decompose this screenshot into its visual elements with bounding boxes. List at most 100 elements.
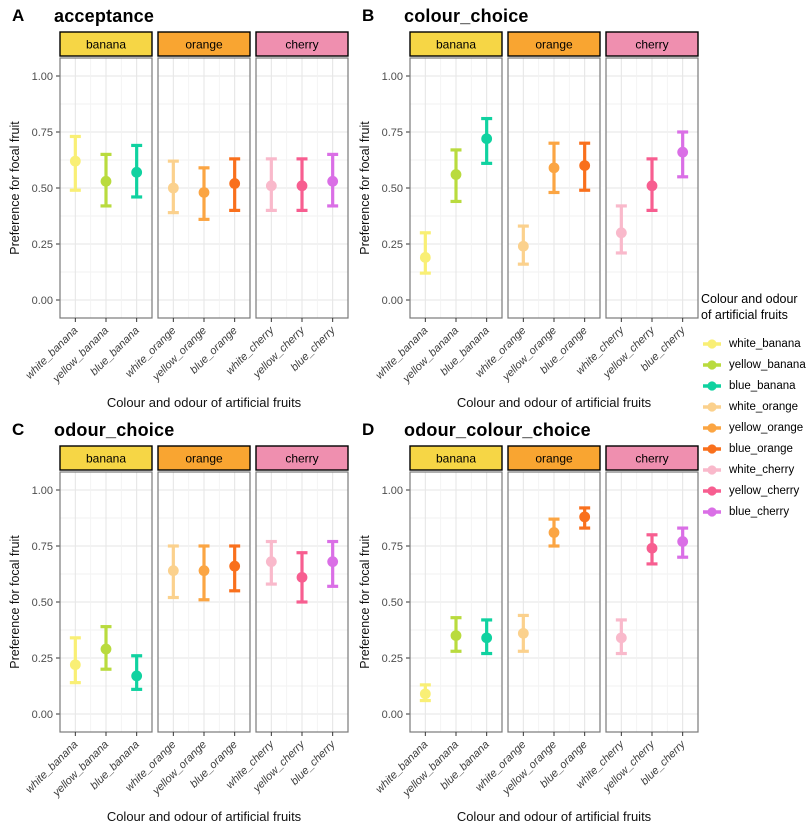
facet-strip-label: orange xyxy=(535,452,573,466)
point-estimate xyxy=(677,146,689,158)
legend-item-yellow_banana: yellow_banana xyxy=(701,354,807,375)
point-estimate xyxy=(419,252,431,263)
pointrange-yellow_orange xyxy=(198,544,210,602)
point-estimate xyxy=(198,565,210,577)
facet-strip-orange xyxy=(507,445,601,471)
legend-key-white_cherry xyxy=(703,465,721,475)
y-tick-label: 0.25 xyxy=(32,653,53,665)
pointrange-yellow_banana xyxy=(450,616,462,653)
legend-label: yellow_cherry xyxy=(729,484,800,497)
point-estimate xyxy=(615,632,627,644)
legend-label: yellow_banana xyxy=(729,358,806,371)
legend-key-blue_banana xyxy=(703,381,721,391)
legend-label: blue_cherry xyxy=(729,505,790,518)
point-estimate xyxy=(198,187,210,198)
y-tick-label: 0.00 xyxy=(382,709,403,721)
pointrange-yellow_banana xyxy=(450,148,462,204)
acceptance-chart: Preference for focal fruit 0.00 0.25 0.50 0.… xyxy=(8,31,349,410)
legend-item-blue_orange: blue_orange xyxy=(701,438,807,459)
odour-colour-choice-chart: Preference for focal fruit 0.00 0.25 0.50 0.… xyxy=(358,445,699,824)
y-tick-label: 0.50 xyxy=(32,183,53,195)
pointrange-white_banana xyxy=(419,231,431,275)
pointrange-white_cherry xyxy=(265,539,277,586)
facet-strip-label: cherry xyxy=(635,38,668,52)
legend-label: white_cherry xyxy=(729,463,795,476)
point-estimate xyxy=(131,670,143,682)
point-estimate xyxy=(450,630,462,641)
legend-title-line2: of artificial fruits xyxy=(701,307,788,322)
point-estimate xyxy=(615,227,627,239)
y-axis-title: Preference for focal fruit xyxy=(358,535,372,669)
pointrange-white_banana xyxy=(419,683,431,703)
y-tick-label: 0.75 xyxy=(382,541,403,553)
legend-key-point xyxy=(707,444,717,454)
point-estimate xyxy=(131,166,143,178)
facet-strip-label: banana xyxy=(436,452,476,466)
y-tick-label: 0.50 xyxy=(382,183,403,195)
pointrange-white_orange xyxy=(167,544,179,600)
point-estimate xyxy=(327,556,339,568)
pointrange-white_cherry xyxy=(265,157,277,212)
x-tick-label-yellow_orange: yellow_orange xyxy=(150,739,209,798)
y-tick-label: 0.75 xyxy=(32,541,53,553)
panel-name: colour_choice xyxy=(404,5,529,26)
point-estimate xyxy=(646,542,658,554)
facet-strip-cherry xyxy=(255,445,349,471)
legend-key-point xyxy=(707,486,717,496)
pointrange-blue_orange xyxy=(579,506,591,530)
legend-key-point xyxy=(707,423,717,433)
facet-strip-label: orange xyxy=(185,38,223,52)
x-tick-label-white_banana: white_banana xyxy=(24,739,81,796)
panel-acceptance: A acceptance Preference for focal fruit 0… xyxy=(6,2,354,414)
pointrange-yellow_banana xyxy=(100,152,112,208)
pointrange-blue_orange xyxy=(579,141,591,192)
facet-strip-label: cherry xyxy=(635,452,668,466)
y-tick-label: 0.50 xyxy=(382,597,403,609)
y-tick-label: 0.25 xyxy=(32,239,53,251)
pointrange-white_banana xyxy=(69,636,81,685)
pointrange-yellow_orange xyxy=(548,141,560,195)
pointrange-blue_orange xyxy=(229,157,241,212)
pointrange-white_orange xyxy=(167,159,179,215)
pointrange-yellow_cherry xyxy=(646,157,658,212)
panel-odour-colour-choice: D odour_colour_choice Preference for foc… xyxy=(356,416,704,828)
point-estimate xyxy=(579,160,591,172)
pointrange-yellow_orange xyxy=(548,517,560,548)
y-tick-label: 0.00 xyxy=(32,295,53,307)
point-estimate xyxy=(167,565,179,577)
legend-title-line1: Colour and odour xyxy=(701,292,798,306)
panel-letter: B xyxy=(362,6,375,25)
pointrange-white_banana xyxy=(69,134,81,192)
point-estimate xyxy=(229,560,241,572)
pointrange-yellow_orange xyxy=(198,166,210,221)
facet-strip-label: orange xyxy=(185,452,223,466)
point-estimate xyxy=(517,627,529,639)
pointrange-yellow_cherry xyxy=(296,551,308,604)
pointrange-blue_cherry xyxy=(327,152,339,208)
point-estimate xyxy=(265,180,277,192)
facet-strip-orange xyxy=(157,445,251,471)
y-tick-label: 0.00 xyxy=(32,709,53,721)
facet-strip-banana xyxy=(409,31,503,57)
y-tick-label: 1.00 xyxy=(32,71,53,83)
legend-key-yellow_banana xyxy=(703,360,721,370)
point-estimate xyxy=(69,155,81,167)
legend-item-white_banana: white_banana xyxy=(701,333,807,354)
facet-strip-banana xyxy=(59,31,153,57)
panel-name: odour_colour_choice xyxy=(404,419,591,440)
legend-label: yellow_orange xyxy=(729,421,804,434)
pointrange-blue_banana xyxy=(131,143,143,199)
facet-strip-banana xyxy=(59,445,153,471)
legend-key-blue_orange xyxy=(703,444,721,454)
legend-label: white_orange xyxy=(729,400,799,413)
point-estimate xyxy=(327,175,339,187)
legend: Colour and odour of artificial fruits wh… xyxy=(701,292,807,522)
point-estimate xyxy=(100,175,112,187)
panel-letter: D xyxy=(362,420,375,439)
panel-odour-choice: C odour_choice Preference for focal frui… xyxy=(6,416,354,828)
x-tick-label-white_banana: white_banana xyxy=(374,325,431,382)
facet-strip-label: banana xyxy=(436,38,476,52)
legend-item-yellow_cherry: yellow_cherry xyxy=(701,480,807,501)
y-axis-title: Preference for focal fruit xyxy=(8,121,22,255)
